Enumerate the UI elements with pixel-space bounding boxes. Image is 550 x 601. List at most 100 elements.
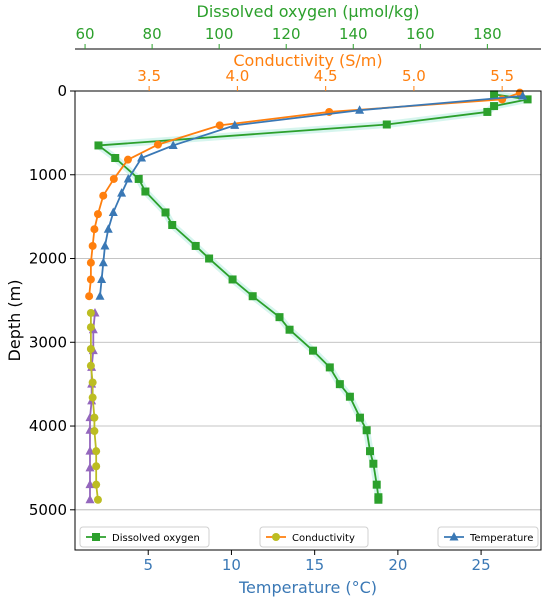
- series-conductivity-deep-point: [92, 462, 101, 471]
- series-conductivity-deep-point: [88, 393, 97, 402]
- series-temperature-point: [355, 105, 365, 114]
- series-dissolved-oxygen-point: [490, 102, 499, 111]
- oxygen-tick-label: 120: [272, 25, 301, 43]
- legend-item-dissolved-oxygen: Dissolved oxygen: [79, 526, 210, 548]
- legend-box: [259, 526, 369, 548]
- conductivity-tick-label: 5.5: [490, 67, 514, 85]
- series-dissolved-oxygen: [94, 90, 532, 504]
- temperature-tick-label: 25: [472, 556, 491, 574]
- series-conductivity-point: [109, 174, 118, 183]
- series-dissolved-oxygen-point: [168, 221, 177, 230]
- legend-label: Conductivity: [292, 533, 355, 544]
- series-conductivity-point: [99, 191, 108, 200]
- series-conductivity-deep-point: [90, 413, 99, 422]
- series-dissolved-oxygen-point: [141, 187, 150, 196]
- series-conductivity-point: [86, 258, 95, 267]
- series-temperature-point: [108, 207, 118, 216]
- legend-label: Temperature: [469, 533, 533, 544]
- series-temperature: [95, 91, 528, 300]
- series-conductivity-deep-point: [90, 427, 99, 436]
- y-tick-label: 5000: [29, 501, 67, 519]
- series-dissolved-oxygen-point: [309, 346, 318, 355]
- series-temperature-point: [518, 91, 528, 100]
- series-conductivity-deep-point: [86, 344, 95, 353]
- series-conductivity-point: [153, 140, 162, 149]
- grid-lines: [75, 90, 541, 511]
- series-dissolved-oxygen-point: [205, 254, 214, 263]
- series-dissolved-oxygen-point: [248, 292, 257, 301]
- series-temperature-point: [168, 140, 178, 149]
- oxygen-tick-label: 80: [143, 25, 162, 43]
- legend: Dissolved oxygen Conductivity Temperature: [79, 526, 539, 548]
- temperature-tick-label: 10: [222, 556, 241, 574]
- series-temperature-line: [99, 95, 523, 297]
- temperature-tick-label: 15: [305, 556, 324, 574]
- series-dissolved-oxygen-point: [372, 480, 381, 489]
- legend-item-temperature: Temperature: [437, 526, 539, 548]
- legend-swatch-marker: [449, 532, 459, 541]
- series-dissolved-oxygen-point: [490, 90, 499, 99]
- series-dissolved-oxygen-point: [382, 120, 391, 129]
- series-dissolved-oxygen-point: [483, 107, 492, 116]
- series-conductivity-deep: [86, 308, 102, 504]
- series-temperature-point: [98, 257, 108, 267]
- series-conductivity-point: [90, 225, 99, 234]
- conductivity-tick-label: 5.0: [402, 67, 426, 85]
- series-conductivity-deep-point: [92, 480, 101, 489]
- oxygen-tick-label: 100: [205, 25, 234, 43]
- conductivity-tick-label: 3.5: [137, 67, 161, 85]
- series-dissolved-oxygen-point: [285, 325, 294, 334]
- legend-label: Dissolved oxygen: [112, 533, 200, 544]
- plot-frame: [74, 90, 542, 551]
- series-conductivity-line: [88, 91, 521, 297]
- conductivity-tick-label: 4.5: [314, 67, 338, 85]
- series-conductivity-point: [93, 210, 102, 219]
- temperature-tick-label: 5: [143, 556, 153, 574]
- series-dissolved-oxygen-point: [275, 313, 284, 322]
- series-conductivity-point: [86, 275, 95, 284]
- series-conductivity-deep-point: [86, 308, 95, 317]
- series-conductivity-point: [215, 121, 224, 130]
- series-temperature-point: [123, 173, 133, 183]
- conductivity-axis-title: Conductivity (S/m): [233, 51, 382, 70]
- series-dissolved-oxygen-point: [325, 363, 334, 372]
- series-conductivity-point: [123, 155, 132, 164]
- series-dissolved-oxygen-point: [111, 154, 120, 163]
- y-tick-label: 0: [57, 82, 67, 100]
- temperature-axis-title: Temperature (°C): [238, 578, 377, 597]
- series-temperature-deep-point: [85, 446, 95, 455]
- series-conductivity-point: [498, 95, 507, 104]
- series-temperature-point: [100, 240, 110, 250]
- series-conductivity-point: [88, 241, 97, 250]
- series-temperature-deep-point: [85, 462, 95, 472]
- series-dissolved-oxygen-point: [366, 447, 375, 456]
- y-axis-title: Depth (m): [5, 280, 24, 362]
- oxygen-axis-title: Dissolved oxygen (µmol/kg): [197, 2, 420, 21]
- series-dissolved-oxygen-point: [362, 426, 371, 435]
- series-dissolved-oxygen-point: [523, 95, 532, 104]
- oxygen-tick-label: 140: [339, 25, 368, 43]
- series-dissolved-oxygen-point: [355, 413, 364, 422]
- y-tick-label: 2000: [29, 250, 67, 268]
- series-temperature-point: [117, 188, 127, 197]
- series-dissolved-oxygen-point: [345, 392, 354, 401]
- series-layer: [85, 88, 532, 504]
- series-dissolved-oxygen-point: [161, 208, 170, 217]
- series-dissolved-oxygen-point: [94, 141, 103, 150]
- series-temperature-deep-point: [85, 494, 95, 504]
- series-temperature-point: [95, 291, 105, 300]
- series-temperature-point: [103, 224, 113, 233]
- conductivity-tick-label: 4.0: [225, 67, 249, 85]
- series-dissolved-oxygen-point: [369, 459, 378, 468]
- legend-swatch-marker: [92, 533, 100, 541]
- legend-item-conductivity: Conductivity: [259, 526, 369, 548]
- y-tick-label: 1000: [29, 166, 67, 184]
- axes-layer: 0 1000 2000 3000 4000 5000 Depth (m) 5 10 15 20 25 T…: [5, 2, 541, 597]
- series-conductivity-deep-point: [86, 323, 95, 332]
- oxygen-tick-label: 180: [473, 25, 502, 43]
- series-dissolved-oxygen-line: [97, 93, 529, 500]
- series-dissolved-oxygen-point: [335, 380, 344, 389]
- series-dissolved-oxygen-point: [374, 495, 383, 504]
- series-temperature-point: [230, 120, 240, 129]
